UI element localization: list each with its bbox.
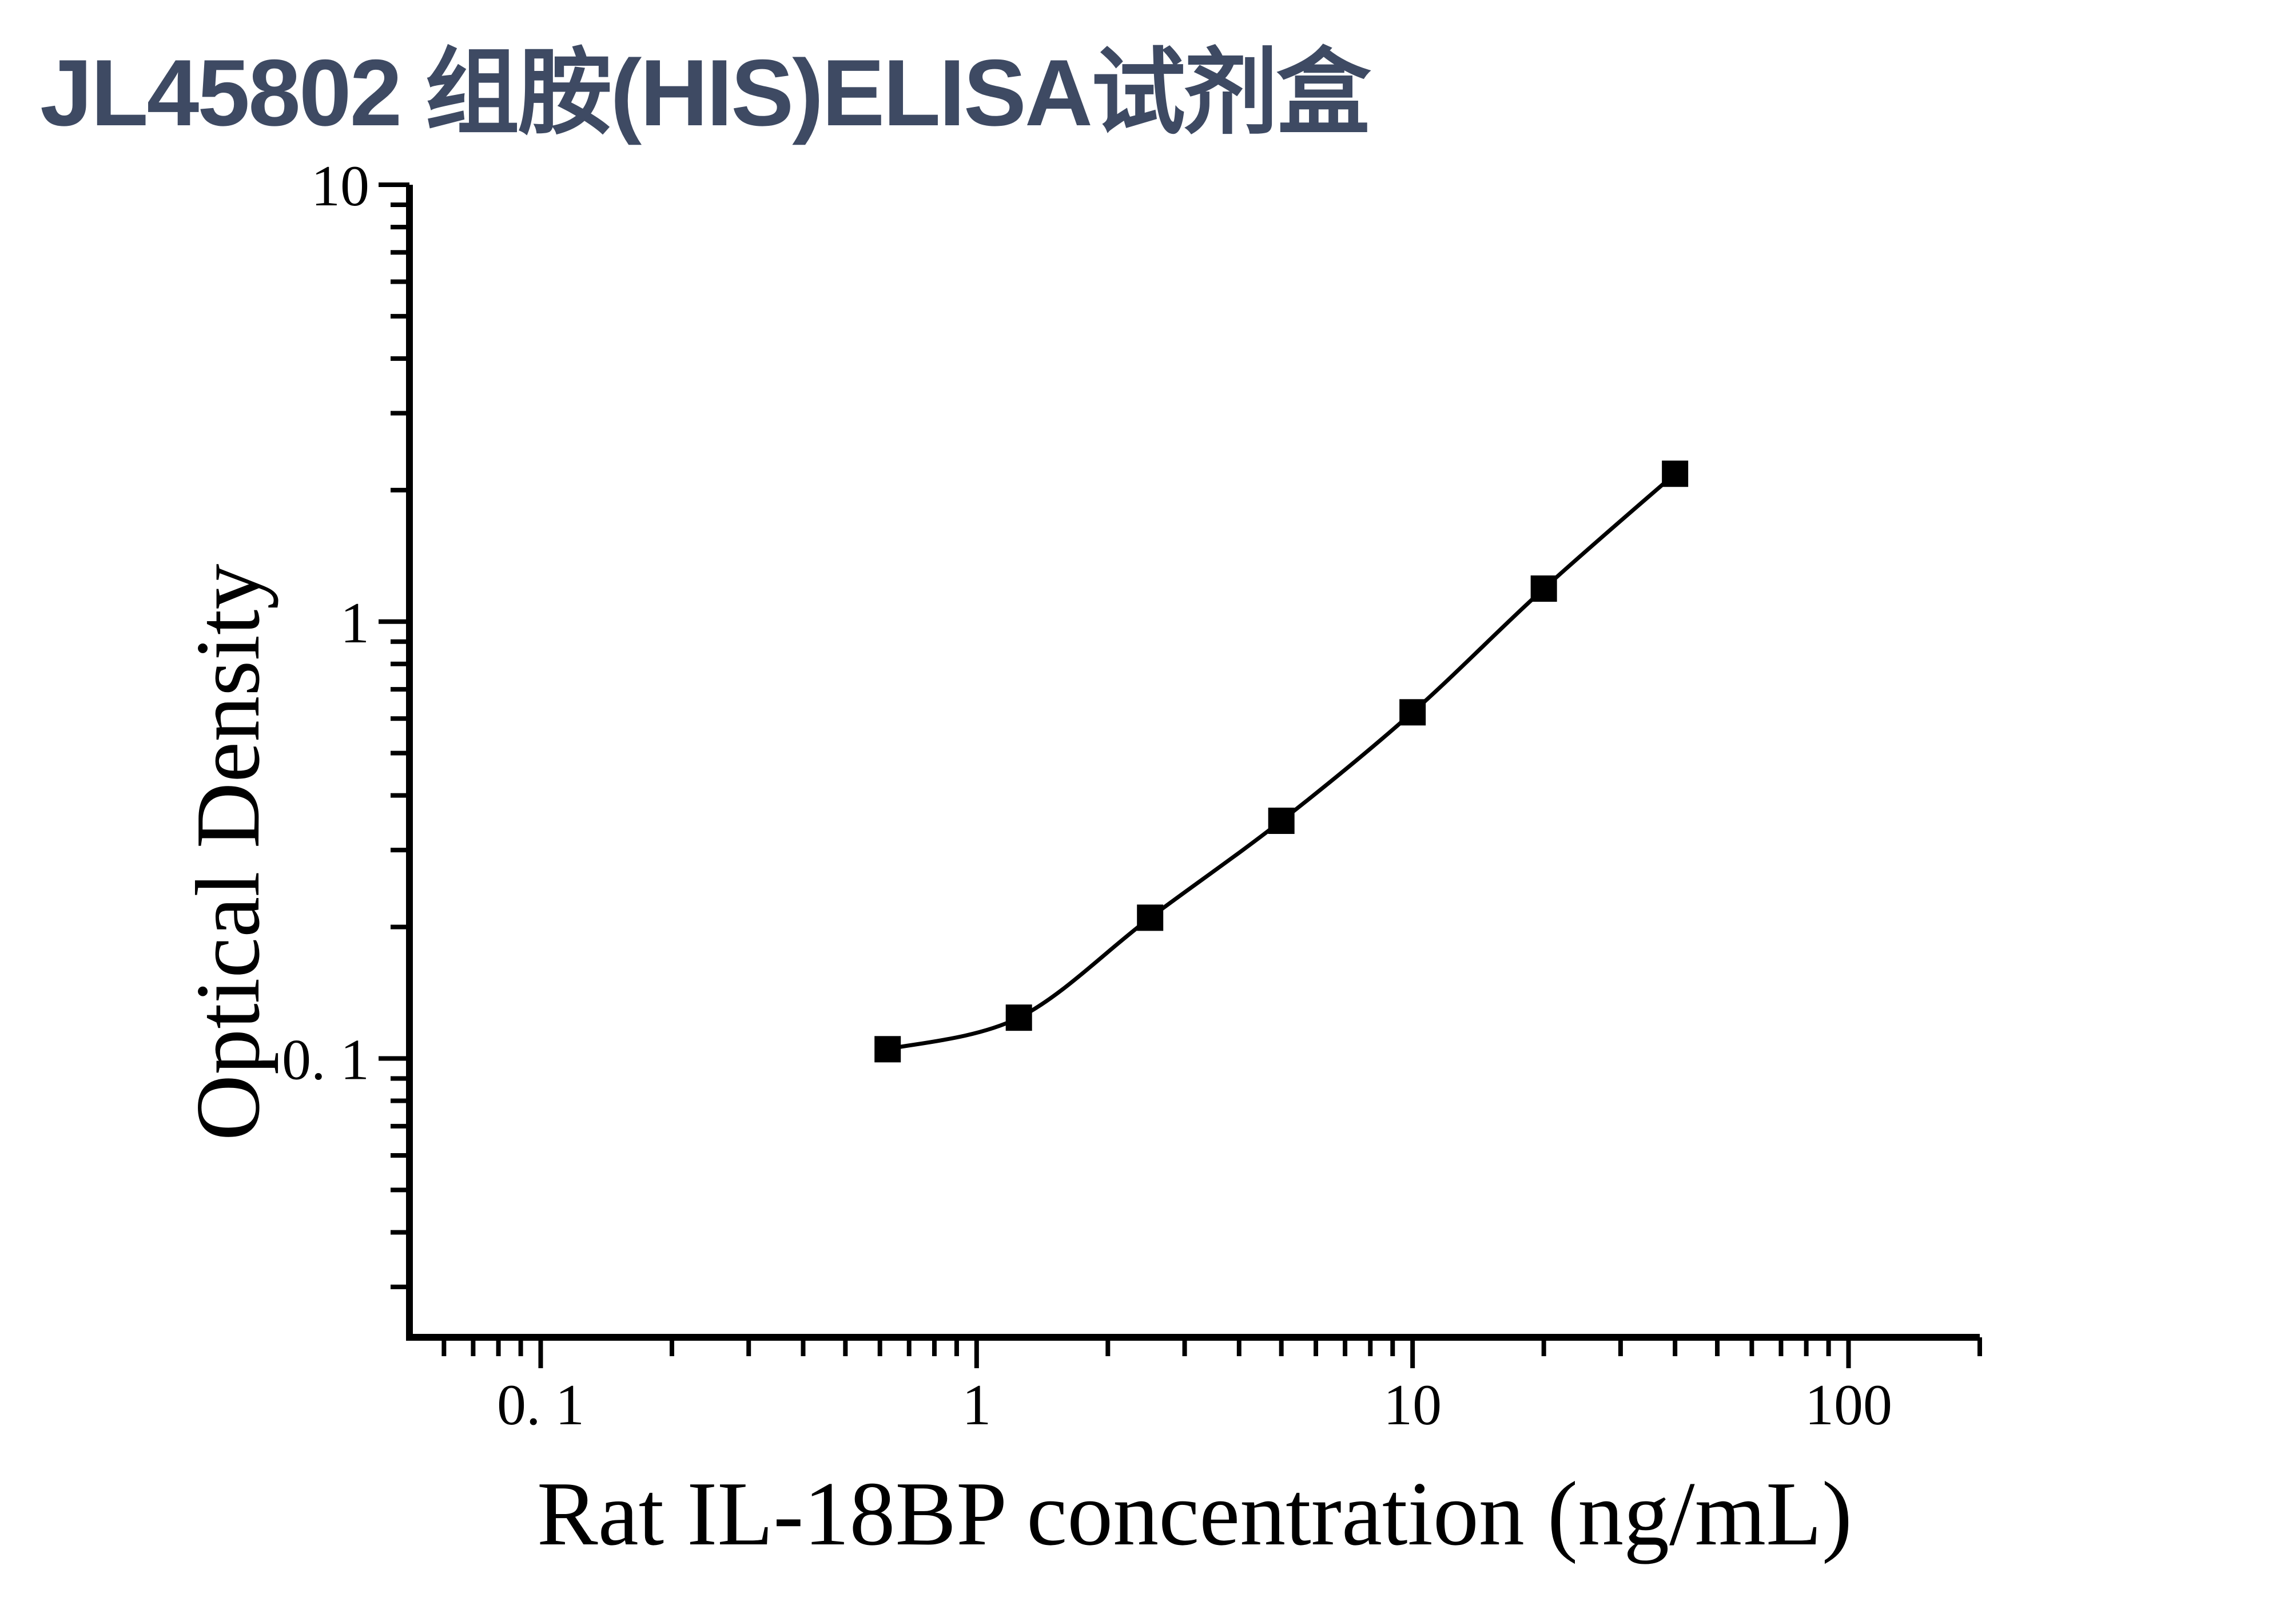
y-tick-label: 0. 1 bbox=[282, 1028, 369, 1092]
y-tick-label: 10 bbox=[311, 154, 369, 218]
axis-tick-labels: 0. 1 1 10 100 10 1 0. 1 bbox=[282, 154, 1892, 1437]
data-point-marker bbox=[1005, 1004, 1032, 1031]
data-point-marker bbox=[1662, 460, 1689, 487]
page-title: JL45802 组胺(HIS)ELISA试剂盒 bbox=[40, 40, 1371, 145]
data-series bbox=[874, 460, 1689, 1063]
x-tick-label: 100 bbox=[1805, 1373, 1892, 1437]
axis-ticks bbox=[379, 182, 1982, 1368]
x-tick-label: 1 bbox=[962, 1373, 991, 1437]
data-point-marker bbox=[1399, 699, 1426, 726]
x-tick-label: 0. 1 bbox=[497, 1373, 584, 1437]
y-tick-label: 1 bbox=[340, 591, 369, 655]
axes bbox=[406, 185, 1980, 1341]
x-tick-label: 10 bbox=[1383, 1373, 1442, 1437]
axis-lines bbox=[406, 185, 1980, 1341]
data-point-marker bbox=[1137, 904, 1164, 931]
x-axis-title: Rat IL-18BP concentration (ng/mL) bbox=[537, 1463, 1852, 1564]
y-axis-title: Optical Density bbox=[177, 564, 278, 1141]
data-point-marker bbox=[874, 1036, 901, 1063]
fit-curve bbox=[887, 472, 1677, 1051]
data-point-marker bbox=[1268, 807, 1295, 834]
data-point-marker bbox=[1530, 575, 1557, 602]
